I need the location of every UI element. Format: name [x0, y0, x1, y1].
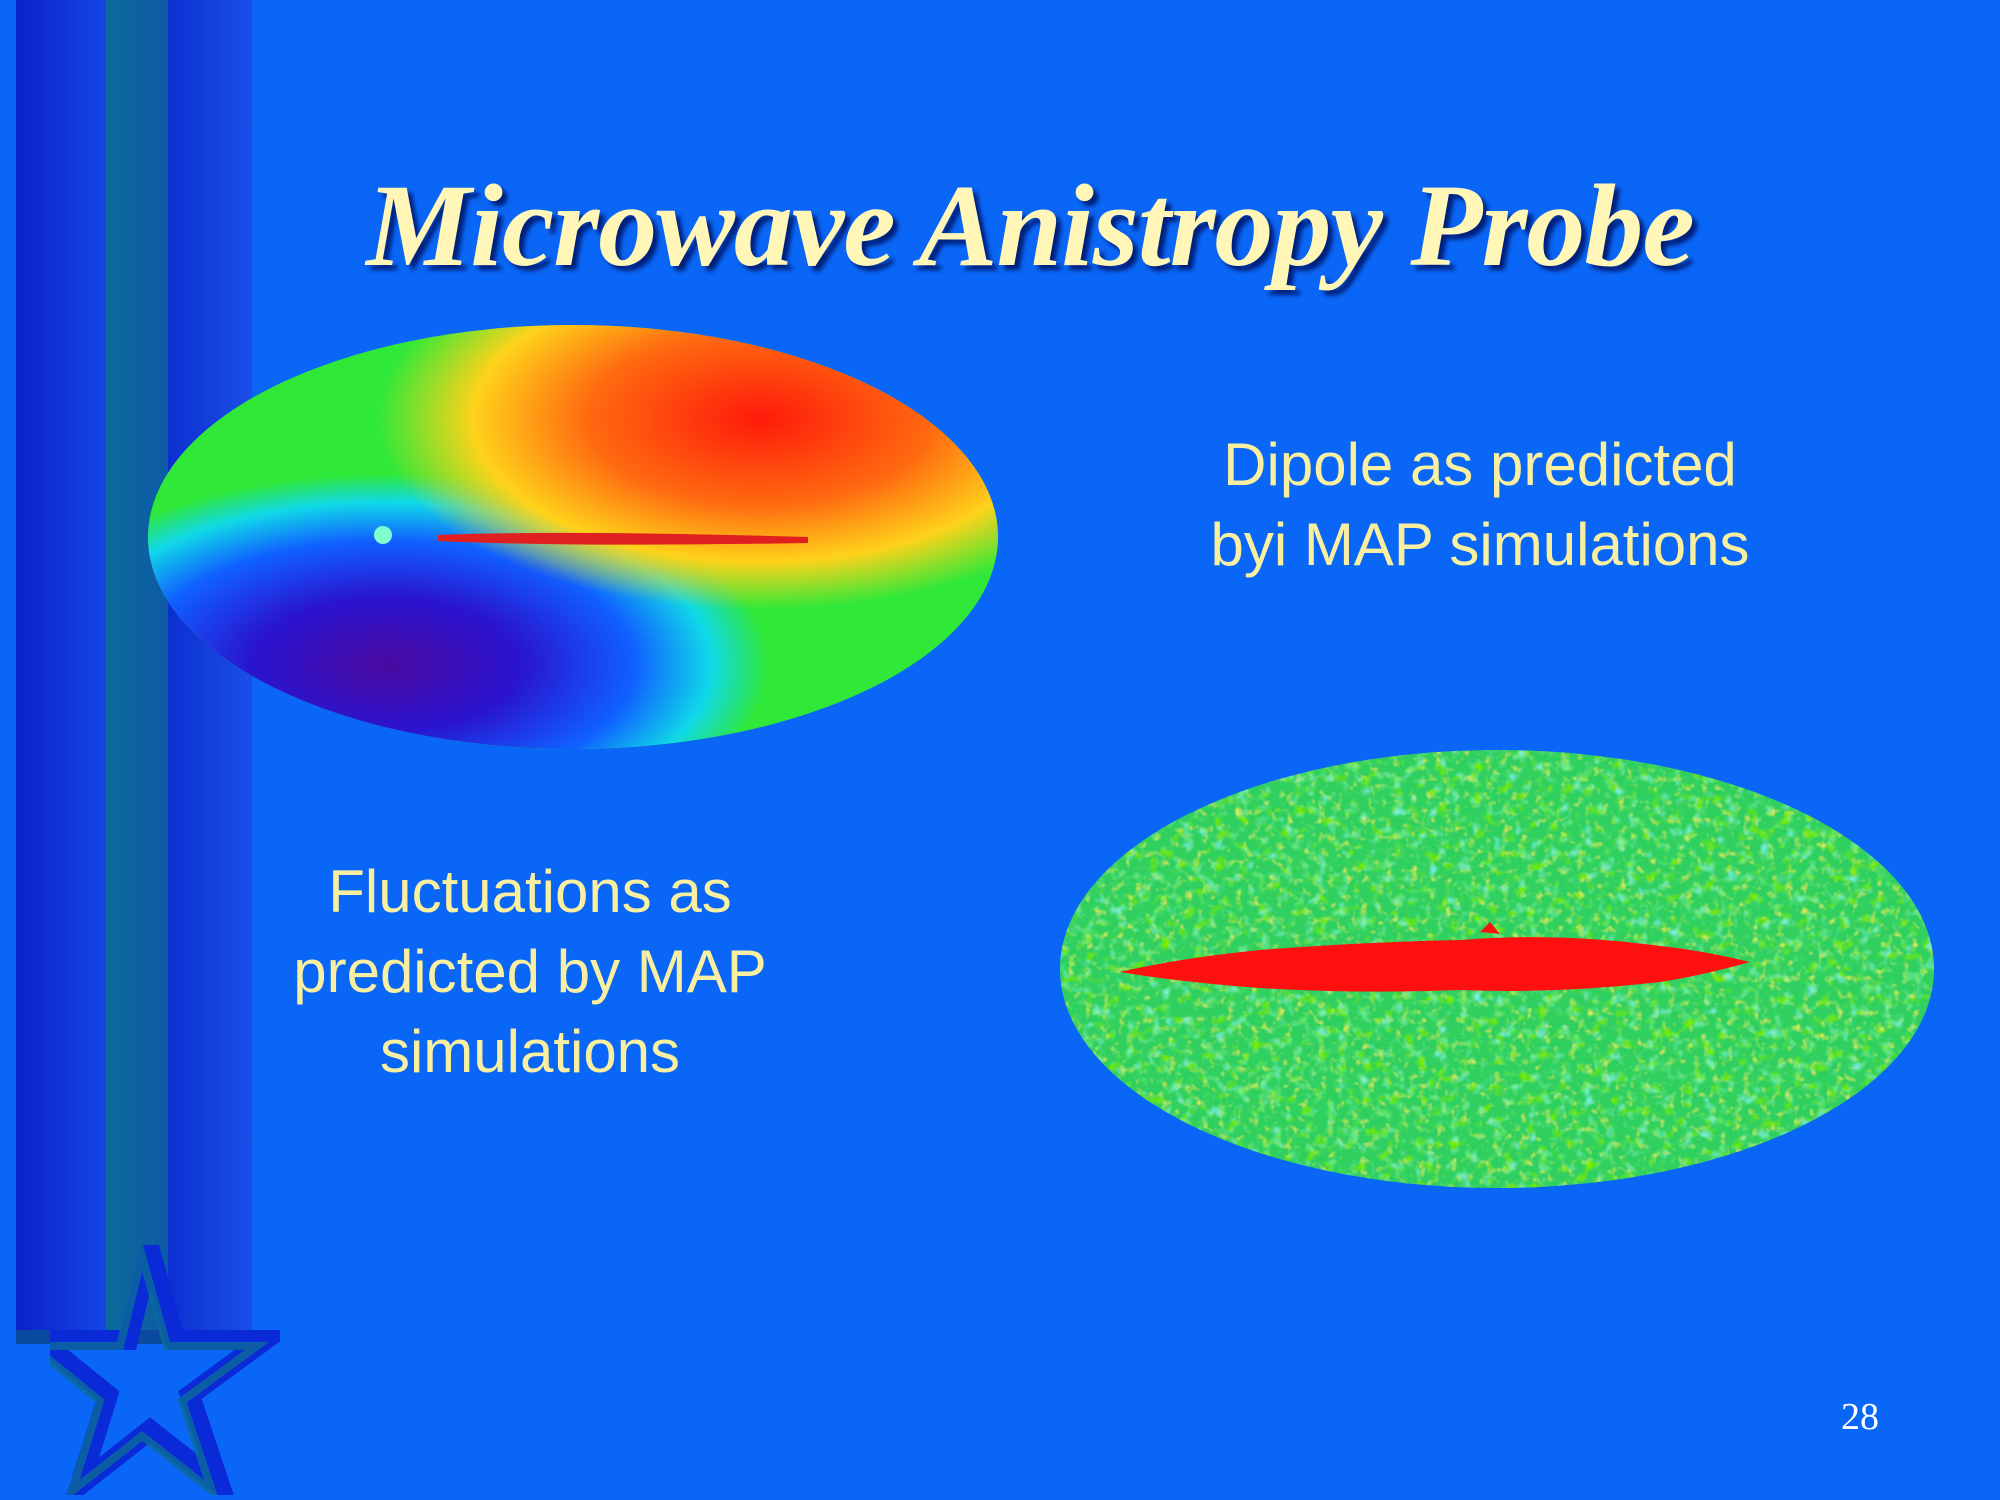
dipole-caption-line-2: byi MAP simulations [1210, 511, 1750, 578]
fluctuation-sky-map [1060, 750, 1934, 1188]
page-title: Microwave Anistropy Probe [366, 160, 1695, 291]
dipole-caption: Dipole as predicted byi MAP simulations [1120, 425, 1840, 585]
fluctuation-caption-line-1: Fluctuations as [328, 858, 732, 925]
decor-stripe-right [168, 0, 252, 1335]
dipole-sky-map [148, 325, 998, 749]
decor-stripe-left [16, 0, 106, 1335]
fluctuation-caption-line-2: predicted by MAP [293, 938, 767, 1005]
star-icon [50, 1245, 280, 1495]
page-number: 28 [1841, 1396, 1879, 1438]
decor-stripe-middle [106, 0, 168, 1335]
dipole-caption-line-1: Dipole as predicted [1223, 431, 1737, 498]
fluctuation-caption: Fluctuations as predicted by MAP simulat… [220, 852, 840, 1092]
fluctuation-caption-line-3: simulations [379, 1018, 681, 1085]
